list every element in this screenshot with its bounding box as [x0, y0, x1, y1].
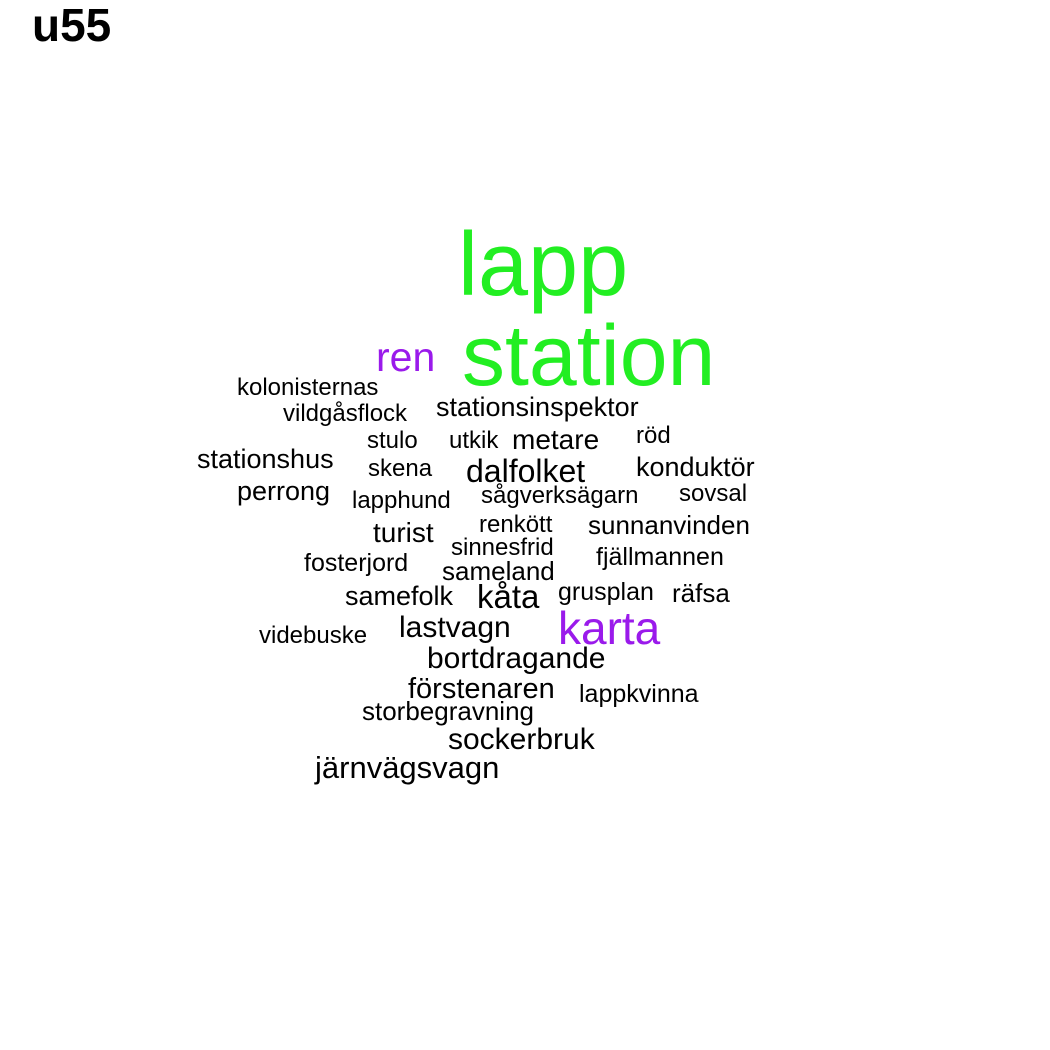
word-forstenaren: förstenaren [408, 673, 555, 705]
cloud-title: u55 [32, 0, 112, 51]
word-sunnanvinden: sunnanvinden [588, 510, 750, 540]
word-perrong: perrong [237, 476, 331, 506]
word-metare: metare [512, 424, 600, 455]
word-lapphund: lapphund [352, 487, 451, 514]
word-utkik: utkik [449, 427, 499, 454]
word-storbegravning: storbegravning [362, 696, 534, 726]
word-fjallmannen: fjällmannen [596, 543, 724, 571]
word-videbuske: videbuske [259, 622, 368, 649]
word-rafsa: räfsa [672, 578, 730, 608]
word-konduktor: konduktör [636, 452, 755, 482]
word-stulo: stulo [367, 427, 418, 454]
word-vildgasflock: vildgåsflock [283, 400, 408, 427]
word-dalfolket: dalfolket [466, 453, 586, 489]
word-stationshus: stationshus [197, 444, 334, 474]
word-sovsal: sovsal [679, 480, 748, 507]
word-ren: ren [376, 334, 436, 380]
word-stationsinspektor: stationsinspektor [436, 392, 639, 422]
word-kata: kåta [477, 578, 540, 615]
word-fosterjord: fosterjord [304, 549, 409, 577]
word-rod: röd [636, 422, 671, 449]
word-sinnesfrid: sinnesfrid [451, 534, 554, 561]
word-skena: skena [368, 455, 433, 482]
word-bortdragande: bortdragande [427, 642, 606, 675]
word-renkott: renkött [479, 511, 553, 538]
word-lapp: lapp [458, 215, 629, 315]
word-turist: turist [373, 517, 434, 548]
word-sagverksagarn: sågverksägarn [481, 482, 639, 509]
word-lastvagn: lastvagn [399, 611, 511, 644]
word-samefolk: samefolk [345, 581, 454, 611]
word-sameland: sameland [442, 556, 555, 586]
word-jarnvagsvagn: järnvägsvagn [315, 750, 500, 785]
word-kolonisternas: kolonisternas [237, 374, 379, 401]
word-station: station [462, 308, 716, 404]
word-grusplan: grusplan [558, 578, 654, 606]
word-lappkvinna: lappkvinna [579, 680, 699, 708]
word-karta: karta [558, 602, 661, 654]
word-sockerbruk: sockerbruk [448, 723, 595, 756]
